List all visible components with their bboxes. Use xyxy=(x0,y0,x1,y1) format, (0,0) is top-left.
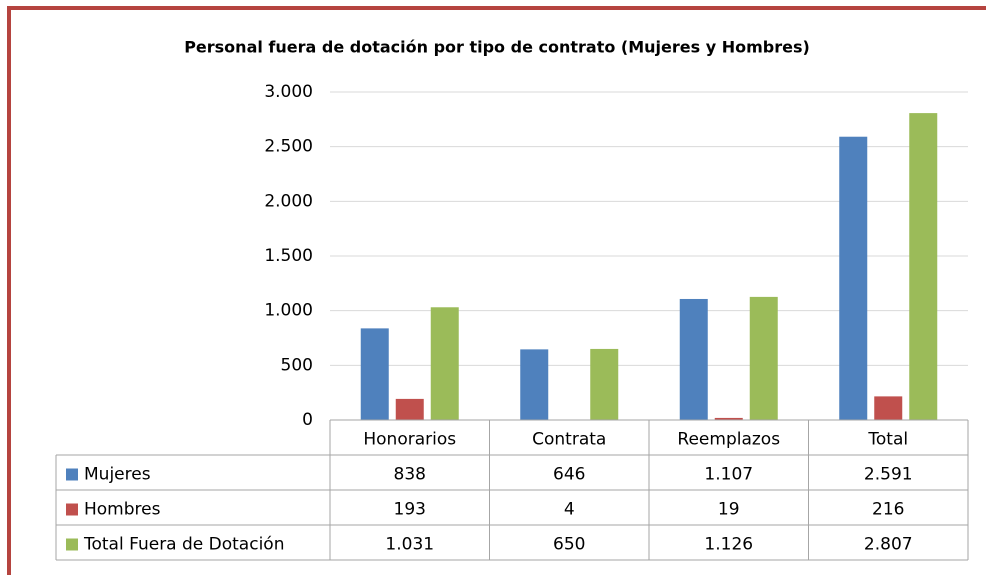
x-tick-label: Contrata xyxy=(532,430,606,450)
table-value: 1.126 xyxy=(704,535,753,555)
bar xyxy=(874,396,903,420)
bar xyxy=(520,349,549,420)
legend-label: Mujeres xyxy=(84,465,151,485)
bar xyxy=(714,417,743,420)
x-tick-label: Total xyxy=(867,430,908,450)
y-tick-label: 2.500 xyxy=(264,137,313,157)
table-value: 650 xyxy=(553,535,585,555)
table-value: 193 xyxy=(394,500,426,520)
y-tick-label: 500 xyxy=(281,355,313,375)
table-value: 4 xyxy=(564,500,575,520)
legend-key xyxy=(66,503,78,516)
y-tick-label: 0 xyxy=(302,410,313,430)
table-value: 1.107 xyxy=(704,465,753,485)
x-tick-label: Honorarios xyxy=(363,430,456,450)
bar xyxy=(395,398,424,420)
bar xyxy=(430,307,459,420)
table-value: 838 xyxy=(394,465,426,485)
y-tick-label: 1.000 xyxy=(264,301,313,321)
y-tick-label: 1.500 xyxy=(264,246,313,266)
bar xyxy=(909,113,938,421)
table-value: 216 xyxy=(872,500,904,520)
table-value: 19 xyxy=(718,500,740,520)
bar xyxy=(679,298,708,420)
bar xyxy=(839,136,868,420)
legend-label: Hombres xyxy=(84,500,161,520)
table-value: 646 xyxy=(553,465,585,485)
y-tick-label: 2.000 xyxy=(264,191,313,211)
legend-key xyxy=(66,468,78,481)
legend-key xyxy=(66,538,78,551)
table-value: 1.031 xyxy=(385,535,434,555)
table-value: 2.807 xyxy=(864,535,913,555)
bar xyxy=(749,296,778,420)
table-value: 2.591 xyxy=(864,465,913,485)
bar xyxy=(590,348,619,420)
legend-label: Total Fuera de Dotación xyxy=(83,535,284,555)
chart-title: Personal fuera de dotación por tipo de c… xyxy=(184,38,810,57)
bar xyxy=(360,328,389,420)
x-tick-label: Reemplazos xyxy=(677,430,780,450)
y-tick-label: 3.000 xyxy=(264,82,313,102)
